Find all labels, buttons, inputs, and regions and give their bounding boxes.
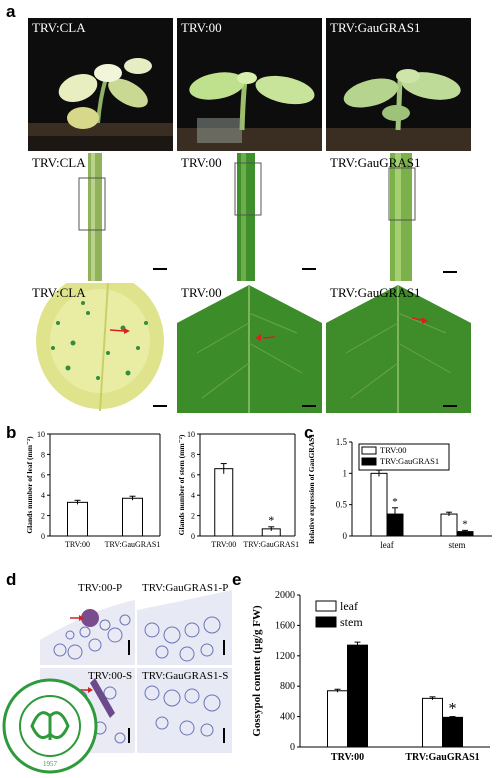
plant-photo-trv00 [177, 18, 322, 151]
micrograph-label-gaugras1-s: TRV:GauGRAS1-S [142, 670, 229, 682]
plant-photo-gaugras1 [326, 18, 471, 151]
chart-e: 0 400 800 1200 1600 2000 Gossypol content (µg/… [251, 590, 490, 763]
bar [440, 513, 458, 537]
plant-label-trv00: TRV:00 [181, 20, 222, 35]
micrograph-label-gaugras1-p: TRV:GauGRAS1-P [142, 582, 229, 594]
micrograph-gaugras1-p [137, 580, 232, 665]
bar [214, 468, 234, 537]
leaf-label-gaugras1: TRV:GauGRAS1 [330, 285, 421, 300]
y-axis-label: Relative expression of GauGRAS1 [307, 434, 316, 544]
x-tick-label: TRV:00 [211, 540, 236, 549]
significance-mark: * [392, 496, 398, 508]
stem-photo-gaugras1 [326, 153, 471, 281]
y-tick-label: 2000 [275, 590, 295, 601]
stem-label-trv00: TRV:00 [181, 155, 222, 170]
y-tick-label: 0.5 [336, 500, 348, 510]
legend-swatch [361, 457, 377, 466]
scale-bar [153, 405, 167, 407]
y-tick-label: 10 [187, 430, 195, 439]
y-tick-label: 0 [290, 742, 295, 753]
panel-letter-d: d [6, 570, 17, 589]
bar [327, 690, 348, 748]
y-tick-label: 1200 [275, 651, 295, 662]
scale-bar [302, 268, 316, 270]
bar [422, 697, 443, 748]
y-tick-label: 1600 [275, 620, 295, 631]
micrograph-gaugras1-s [137, 668, 232, 753]
y-tick-label: 4 [191, 491, 195, 500]
y-tick-label: 2 [41, 512, 45, 521]
y-tick-label: 400 [280, 712, 295, 723]
x-tick-label: TRV:GauGRAS1 [405, 752, 479, 763]
bar [122, 497, 143, 537]
x-tick-label: stem [449, 540, 466, 550]
y-axis-label: Glands number of stem (mm⁻²) [177, 434, 186, 535]
institute-logo: 1957 [2, 678, 98, 774]
scale-bar [153, 268, 167, 270]
legend-label: stem [340, 615, 363, 629]
y-tick-label: 8 [41, 450, 45, 459]
y-tick-label: 1.5 [336, 437, 348, 447]
significance-mark: * [462, 518, 468, 530]
stem-photo-cla [28, 153, 173, 281]
leaf-label-trv00: TRV:00 [181, 285, 222, 300]
y-tick-label: 6 [191, 471, 195, 480]
y-axis-label: Gossypol content (µg/g FW) [251, 605, 263, 737]
micrograph-label-trv00-p: TRV:00-P [78, 582, 123, 594]
legend-label: leaf [340, 599, 358, 613]
y-tick-label: 2 [191, 512, 195, 521]
x-tick-label: TRV:GauGRAS1 [243, 540, 299, 549]
bar [67, 501, 88, 537]
y-axis-label: Glands number of leaf (mm⁻²) [25, 436, 34, 534]
y-tick-label: 800 [280, 681, 295, 692]
plant-photo-cla [28, 18, 173, 151]
panel-letter-c: c [304, 423, 314, 442]
legend-swatch [361, 446, 377, 455]
chart-c: 0 0.5 1 1.5 Relative expression of GauGRAS1 l… [307, 434, 492, 550]
y-tick-label: 4 [41, 491, 45, 500]
legend-swatch [315, 616, 337, 628]
scale-bar [443, 405, 457, 407]
y-tick-label: 6 [41, 471, 45, 480]
leaf-photo-trv00 [177, 283, 322, 413]
logo-year: 1957 [43, 760, 58, 768]
significance-mark: * [449, 701, 457, 718]
y-tick-label: 0 [343, 531, 348, 541]
leaf-label-cla: TRV:CLA [32, 285, 86, 300]
micrograph-trv00-p [40, 580, 135, 665]
x-tick-label: TRV:GauGRAS1 [105, 540, 161, 549]
stem-label-gaugras1: TRV:GauGRAS1 [330, 155, 421, 170]
plant-label-gaugras1: TRV:GauGRAS1 [330, 20, 421, 35]
x-tick-label: TRV:00 [65, 540, 90, 549]
y-tick-label: 8 [191, 450, 195, 459]
significance-mark: * [268, 513, 274, 527]
stem-photo-trv00 [177, 153, 322, 281]
bar [347, 644, 368, 748]
x-tick-label: leaf [380, 540, 394, 550]
leaf-photo-cla [28, 283, 173, 413]
leaf-photo-gaugras1 [326, 283, 471, 413]
y-tick-label: 1 [343, 468, 348, 478]
stem-label-cla: TRV:CLA [32, 155, 86, 170]
scale-bar [443, 271, 457, 273]
legend-swatch [315, 600, 337, 612]
micrograph-label-trv00-s: TRV:00-S [88, 670, 133, 682]
legend-label: TRV:00 [380, 445, 407, 455]
y-tick-label: 10 [37, 430, 45, 439]
scale-bar [302, 405, 316, 407]
bar [442, 716, 463, 748]
x-tick-label: TRV:00 [331, 752, 364, 763]
y-tick-label: 0 [191, 532, 195, 541]
panel-letter-b: b [6, 423, 17, 442]
legend-label: TRV:GauGRAS1 [380, 456, 439, 466]
y-tick-label: 0 [41, 532, 45, 541]
plant-label-cla: TRV:CLA [32, 20, 86, 35]
panel-letter-a: a [6, 2, 16, 21]
bar [370, 472, 388, 537]
panel-letter-e: e [232, 570, 242, 589]
